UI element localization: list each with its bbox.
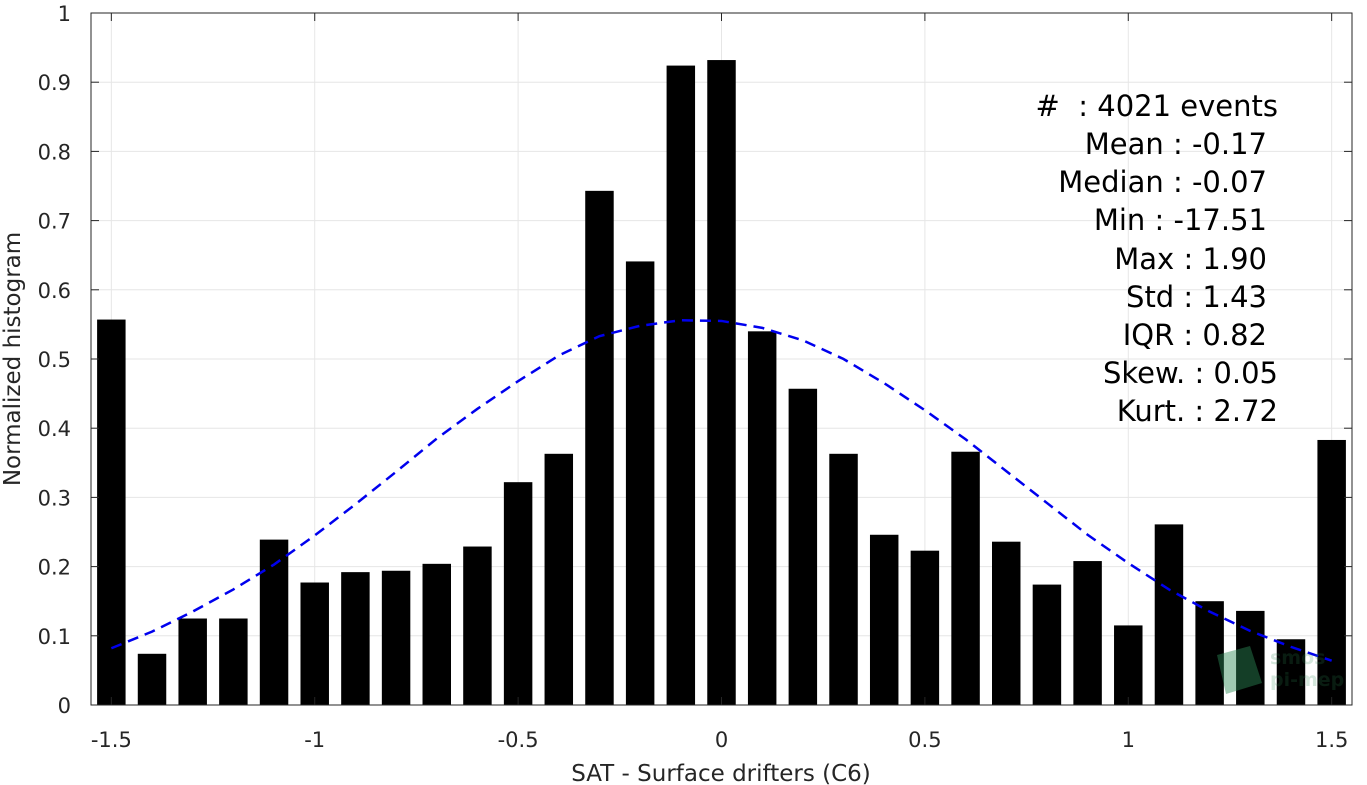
histogram-bar <box>259 539 289 705</box>
y-tick-label: 1 <box>58 2 71 26</box>
x-axis-ticks: -1.5 -1 -0.5 0 0.5 1 1.5 <box>91 13 1348 752</box>
histogram-bar <box>707 60 736 705</box>
x-tick-label: 1.5 <box>1315 728 1348 752</box>
histogram-bar <box>544 453 574 705</box>
stat-mean: Mean : -0.17 <box>1085 127 1267 161</box>
bars <box>97 60 1346 706</box>
histogram-bar <box>625 261 655 705</box>
fit-curve <box>110 318 1333 662</box>
y-tick-label: 0.2 <box>38 556 71 580</box>
histogram-bar <box>381 570 411 705</box>
y-tick-label: 0.1 <box>38 625 71 649</box>
histogram-bar <box>97 319 126 705</box>
histogram-bar <box>788 388 818 705</box>
y-axis-ticks: 0 0.1 0.2 0.3 0.4 0.5 0.6 0.7 0.8 0.9 1 <box>38 2 1352 718</box>
histogram-bar <box>829 453 858 705</box>
stat-std: Std : 1.43 <box>1126 280 1267 314</box>
watermark-shape <box>1217 646 1262 694</box>
y-tick-label: 0.4 <box>38 417 71 441</box>
histogram-bar <box>1317 439 1346 705</box>
histogram-bar <box>910 550 940 705</box>
stat-skew: Skew. : 0.05 <box>1103 356 1278 390</box>
stat-median: Median : -0.07 <box>1058 165 1267 199</box>
histogram-bar <box>1032 584 1062 705</box>
histogram-bar <box>747 331 777 705</box>
stat-kurt: Kurt. : 2.72 <box>1117 394 1278 428</box>
normal-fit-line <box>110 318 1333 662</box>
histogram-bar <box>1195 601 1224 705</box>
x-tick-label: 1 <box>1122 728 1135 752</box>
histogram-bar <box>137 653 167 705</box>
watermark-line2: pi-mep <box>1270 669 1344 691</box>
x-tick-label: 0.5 <box>908 728 941 752</box>
y-tick-label: 0.5 <box>38 348 71 372</box>
y-tick-label: 0 <box>58 694 71 718</box>
histogram-bar <box>422 563 451 705</box>
y-axis-label: Normalized histogram <box>0 232 26 486</box>
histogram-bar <box>992 541 1021 705</box>
stat-min: Min : -17.51 <box>1094 203 1267 237</box>
stat-events: # : 4021 events <box>1036 89 1278 123</box>
x-axis-label: SAT - Surface drifters (C6) <box>571 761 871 785</box>
stats-box: # : 4021 events Mean : -0.17 Median : -0… <box>1036 89 1278 428</box>
x-tick-label: -0.5 <box>498 728 539 752</box>
histogram-bar <box>341 572 370 705</box>
y-tick-label: 0.7 <box>38 210 71 234</box>
y-tick-label: 0.6 <box>38 279 71 303</box>
x-tick-label: -1.5 <box>91 728 132 752</box>
x-tick-label: 0 <box>715 728 728 752</box>
y-tick-label: 0.9 <box>38 71 71 95</box>
histogram-bar <box>1073 561 1102 705</box>
histogram-bar <box>666 65 696 706</box>
histogram-bar <box>951 451 980 705</box>
histogram-bar <box>463 546 492 705</box>
y-tick-label: 0.8 <box>38 140 71 164</box>
histogram-bar <box>869 534 899 705</box>
histogram-bar <box>1114 625 1143 705</box>
watermark-logo: smos pi-mep <box>1217 646 1344 694</box>
y-tick-label: 0.3 <box>38 486 71 510</box>
stat-max: Max : 1.90 <box>1114 242 1267 276</box>
histogram-bar <box>585 190 614 705</box>
histogram-bar <box>219 618 248 705</box>
histogram-bar <box>503 482 533 705</box>
stat-iqr: IQR : 0.82 <box>1123 318 1267 352</box>
x-tick-label: -1 <box>304 728 325 752</box>
histogram-bar <box>1154 524 1184 705</box>
histogram-bar <box>300 582 329 705</box>
watermark-line1: smos <box>1270 647 1325 669</box>
histogram-bar <box>178 618 207 705</box>
